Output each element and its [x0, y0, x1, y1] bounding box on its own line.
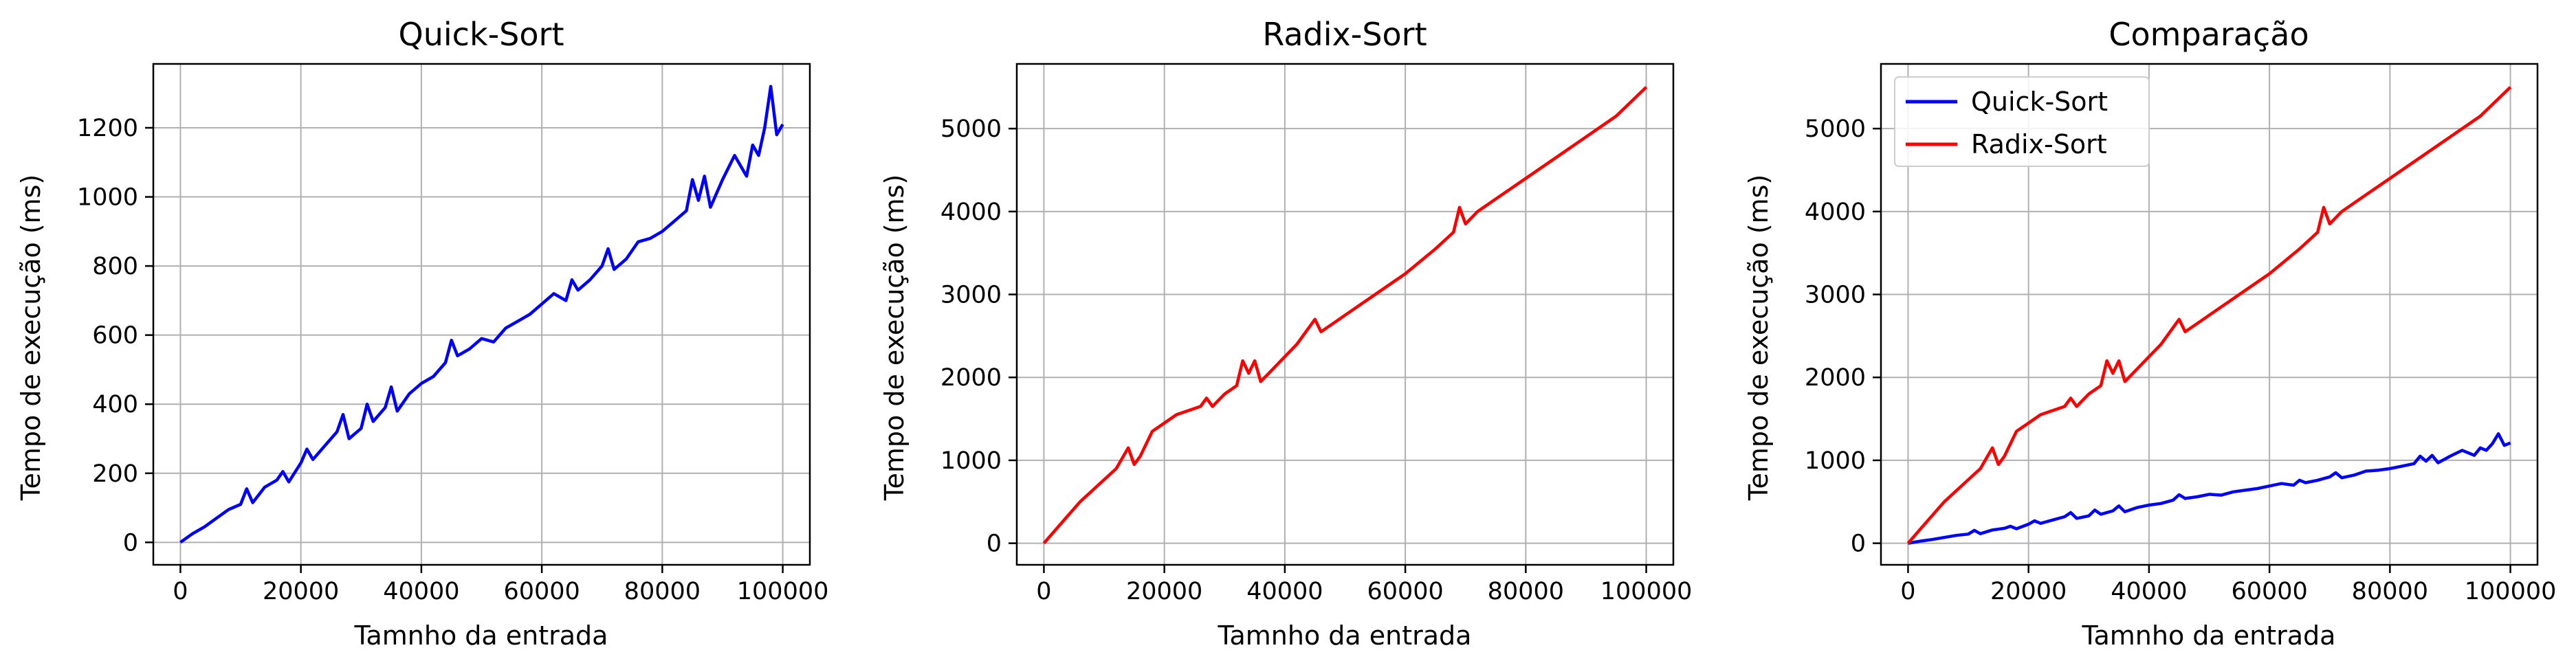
y-tick-label: 0 [1851, 530, 1866, 558]
x-tick-label: 0 [1900, 578, 1915, 605]
y-tick-label: 0 [987, 530, 1002, 558]
legend: Quick-Sort Radix-Sort [1894, 76, 2150, 167]
y-tick-label: 1000 [1805, 447, 1866, 475]
y-tick-label: 3000 [1805, 282, 1866, 309]
legend-label-radix-sort: Radix-Sort [1971, 129, 2107, 159]
y-tick-label: 1200 [77, 115, 138, 142]
y-tick-label: 0 [123, 529, 138, 557]
x-tick-label: 80000 [1488, 578, 1564, 605]
plot-frame [1880, 63, 2539, 566]
x-tick-label: 100000 [2465, 578, 2557, 605]
x-tick-label: 80000 [2352, 578, 2428, 605]
grid [1017, 64, 1673, 565]
y-tick-label: 4000 [1805, 199, 1866, 226]
y-tick-label: 5000 [940, 115, 1002, 143]
y-tick-label: 2000 [1805, 364, 1866, 392]
grid [153, 64, 810, 565]
x-tick-label: 60000 [503, 578, 580, 605]
y-tick-label: 800 [92, 253, 138, 280]
legend-label-quick-sort: Quick-Sort [1971, 87, 2108, 117]
radix-sort-panel: Radix-Sort Tamnho da entrada Tempo de ex… [879, 16, 1692, 651]
y-tick-label: 4000 [940, 199, 1002, 226]
y-axis-label: Tempo de execução (ms) [16, 175, 46, 502]
legend-box [1894, 76, 2150, 167]
series-line-series1 [1042, 86, 1648, 545]
x-tick-label: 100000 [737, 578, 829, 605]
x-tick-label: 0 [173, 578, 188, 605]
y-tick-label: 2000 [940, 364, 1002, 392]
x-tick-label: 100000 [1600, 578, 1693, 605]
plot-frame [1015, 63, 1675, 566]
x-tick-label: 40000 [1246, 578, 1323, 605]
x-axis-label: Tamnho da entrada [2082, 620, 2336, 651]
plot-frame [152, 63, 811, 566]
y-tick-label: 600 [92, 322, 138, 350]
comparison-panel: Comparação Tamnho da entrada Tempo de ex… [1743, 16, 2556, 651]
y-tick-label: 5000 [1805, 115, 1866, 143]
series-line-series0 [179, 85, 784, 544]
quick-sort-panel: Quick-Sort Tamnho da entrada Tempo de ex… [16, 16, 828, 651]
y-tick-label: 1000 [77, 184, 138, 212]
x-tick-label: 60000 [2231, 578, 2307, 605]
x-tick-label: 0 [1036, 578, 1051, 605]
x-tick-label: 80000 [624, 578, 701, 605]
y-axis-label: Tempo de execução (ms) [879, 175, 910, 502]
x-tick-label: 20000 [1126, 578, 1202, 605]
x-tick-label: 20000 [263, 578, 339, 605]
panel-title: Quick-Sort [399, 16, 564, 53]
x-tick-label: 20000 [1990, 578, 2067, 605]
x-axis-label: Tamnho da entrada [1218, 620, 1472, 651]
panel-title: Radix-Sort [1262, 16, 1427, 53]
y-tick-label: 1000 [940, 447, 1002, 475]
y-tick-label: 3000 [940, 282, 1002, 309]
x-tick-label: 40000 [383, 578, 459, 605]
y-axis-label: Tempo de execução (ms) [1743, 175, 1774, 502]
panel-title: Comparação [2109, 16, 2309, 53]
x-tick-label: 40000 [2111, 578, 2187, 605]
y-tick-label: 200 [92, 460, 138, 488]
y-tick-label: 400 [92, 391, 138, 418]
series-line-quick-sort [1908, 432, 2511, 545]
series-line-radix-sort [1906, 86, 2512, 545]
x-axis-label: Tamnho da entrada [354, 620, 608, 651]
x-tick-label: 60000 [1367, 578, 1443, 605]
